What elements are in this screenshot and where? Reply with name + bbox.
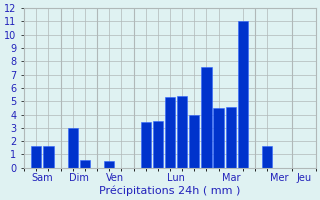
Bar <box>140 122 151 168</box>
Bar <box>80 160 90 168</box>
Bar <box>177 96 187 168</box>
Bar <box>165 97 175 168</box>
Bar <box>213 108 224 168</box>
Bar <box>238 21 248 168</box>
Bar <box>31 146 42 168</box>
Bar <box>68 128 78 168</box>
Bar <box>226 107 236 168</box>
Bar <box>262 146 272 168</box>
Bar <box>104 161 115 168</box>
Bar <box>189 115 199 168</box>
Bar <box>201 67 212 168</box>
Bar <box>43 146 54 168</box>
X-axis label: Précipitations 24h ( mm ): Précipitations 24h ( mm ) <box>99 185 241 196</box>
Bar <box>153 121 163 168</box>
